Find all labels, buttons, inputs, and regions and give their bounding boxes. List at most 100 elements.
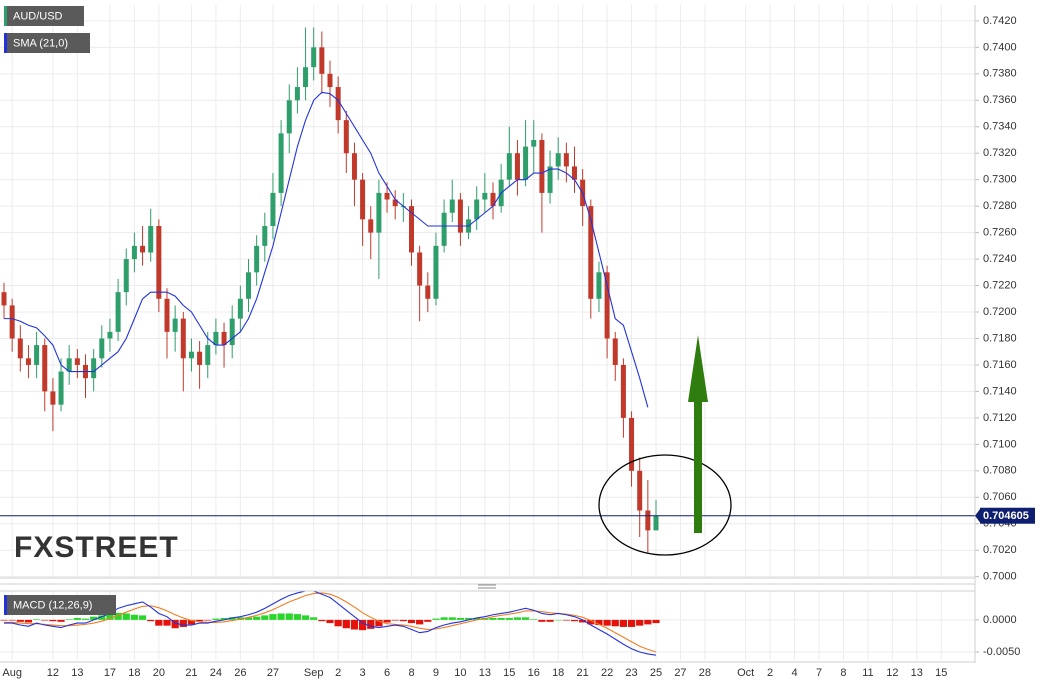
candle-body xyxy=(50,391,56,405)
candle-body xyxy=(229,318,235,346)
histogram-bar xyxy=(220,617,228,620)
candle-body xyxy=(91,358,97,379)
y-tick-label: 0.7340 xyxy=(983,121,1017,133)
histogram-bar xyxy=(155,619,163,626)
histogram-bar xyxy=(603,619,611,626)
y-tick-label: 0.7160 xyxy=(983,359,1017,371)
histogram-bar xyxy=(73,617,81,620)
x-tick-label: Sep xyxy=(304,667,324,679)
candle-body xyxy=(384,192,390,200)
x-tick-label: 4 xyxy=(791,667,797,679)
histogram-bar xyxy=(16,619,24,622)
x-tick-label: 23 xyxy=(625,667,637,679)
candle-body xyxy=(319,47,325,74)
histogram-bar xyxy=(595,619,603,626)
candle-body xyxy=(376,192,382,233)
candle-body xyxy=(188,351,194,359)
histogram-bar xyxy=(65,619,73,620)
histogram-bar xyxy=(244,617,253,620)
candle-body xyxy=(172,318,178,332)
y-tick-label: 0.7020 xyxy=(983,544,1017,556)
histogram-bar xyxy=(546,619,554,622)
candle-body xyxy=(327,73,333,88)
x-tick-label: 26 xyxy=(234,667,246,679)
x-tick-label: 18 xyxy=(552,667,564,679)
x-tick-label: 16 xyxy=(528,667,540,679)
candle-body xyxy=(645,510,651,531)
candle-body xyxy=(164,298,170,332)
x-tick-label: 9 xyxy=(433,667,439,679)
histogram-bar xyxy=(130,614,138,620)
legend-box[interactable] xyxy=(4,33,90,53)
candle-body xyxy=(620,364,626,418)
legend-box[interactable] xyxy=(4,595,116,615)
legend-box[interactable] xyxy=(4,6,84,26)
candle-body xyxy=(25,358,31,365)
histogram-bar xyxy=(41,619,49,621)
candle-body xyxy=(555,153,561,167)
histogram-bar xyxy=(522,617,530,620)
candle-body xyxy=(368,219,374,233)
histogram-bar xyxy=(301,615,310,620)
histogram-bar xyxy=(236,617,244,620)
candle-body xyxy=(612,338,618,365)
x-tick-label: 28 xyxy=(699,667,711,679)
histogram-bar xyxy=(416,619,424,625)
candle-body xyxy=(262,225,268,246)
x-tick-label: 13 xyxy=(479,667,491,679)
candle-body xyxy=(360,179,366,220)
histogram-bar xyxy=(652,619,660,624)
candle-body xyxy=(604,272,610,339)
candle-body xyxy=(131,245,137,260)
x-tick-label: 8 xyxy=(840,667,846,679)
legend-label: AUD/USD xyxy=(13,10,63,22)
candle-body xyxy=(115,292,121,332)
x-tick-label: 24 xyxy=(210,667,222,679)
candle-body xyxy=(17,338,23,359)
histogram-bar xyxy=(342,619,350,629)
histogram-bar xyxy=(253,616,261,620)
x-tick-label: 27 xyxy=(674,667,686,679)
histogram-bar xyxy=(538,619,546,622)
histogram-bar xyxy=(611,619,619,627)
y-tick-label: 0.7060 xyxy=(983,491,1017,503)
histogram-bar xyxy=(179,619,187,627)
y-tick-label: 0.7360 xyxy=(983,94,1017,106)
x-tick-label: 17 xyxy=(104,667,116,679)
legend-label: MACD (12,26,9) xyxy=(13,599,92,611)
candle-body xyxy=(572,166,577,180)
candle-body xyxy=(74,358,80,365)
last-price-label: 0.704605 xyxy=(983,510,1029,522)
candle-body xyxy=(34,345,40,365)
histogram-bar xyxy=(90,616,98,620)
histogram-bar xyxy=(619,619,627,627)
legend-swatch xyxy=(4,595,7,615)
histogram-bar xyxy=(24,619,33,623)
candle-body xyxy=(474,199,480,220)
histogram-bar xyxy=(0,619,8,621)
y-tick-label: 0.7240 xyxy=(983,253,1017,265)
histogram-bar xyxy=(562,619,570,621)
y-tick-label: 0.7400 xyxy=(983,41,1017,53)
candle-body xyxy=(237,298,243,319)
histogram-bar xyxy=(318,619,326,622)
x-tick-label: 20 xyxy=(153,667,165,679)
candle-body xyxy=(335,87,341,121)
candle-body xyxy=(531,139,537,147)
x-tick-label: 10 xyxy=(454,667,466,679)
histogram-bar xyxy=(8,619,16,621)
x-tick-label: Aug xyxy=(2,667,22,679)
y-tick-label: 0.7140 xyxy=(983,385,1017,397)
candle-body xyxy=(180,318,186,359)
y-tick-label: 0.7200 xyxy=(983,306,1017,318)
candle-body xyxy=(523,146,529,180)
y-tick-label: 0.7260 xyxy=(983,227,1017,239)
candle-body xyxy=(107,331,113,339)
histogram-bar xyxy=(473,617,481,620)
x-tick-label: 13 xyxy=(71,667,83,679)
candle-body xyxy=(409,206,414,253)
x-tick-label: 13 xyxy=(911,667,923,679)
candle-body xyxy=(449,199,455,213)
histogram-bar xyxy=(407,619,416,624)
